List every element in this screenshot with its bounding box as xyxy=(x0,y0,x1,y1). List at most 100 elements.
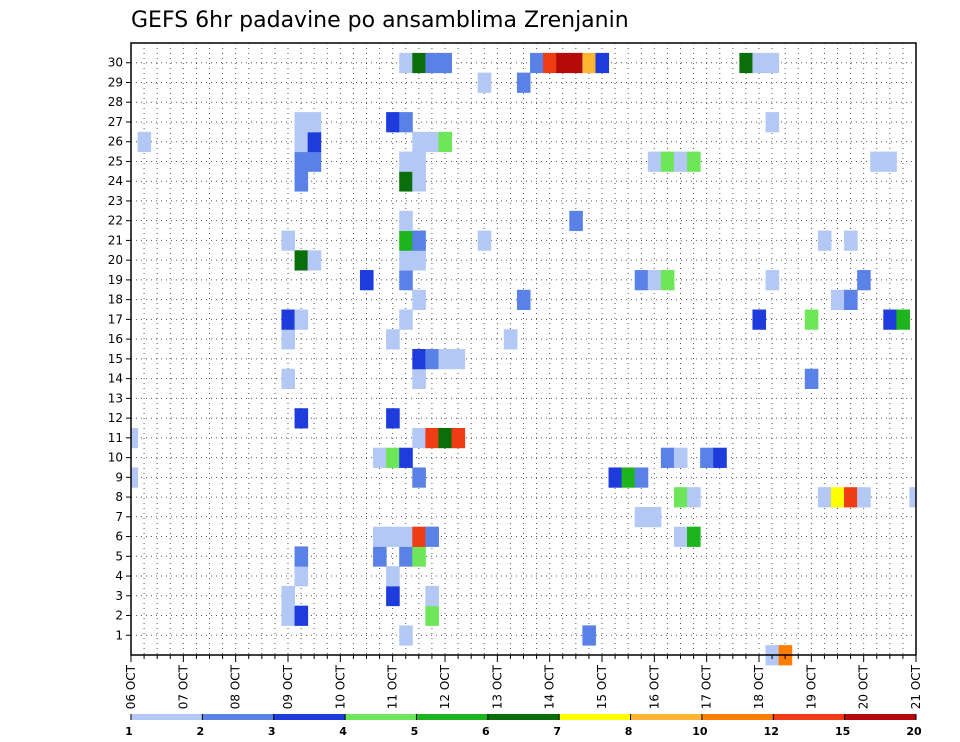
heatmap-cell xyxy=(844,487,858,508)
y-axis-ticks: 1234567891011121314151617181920212223242… xyxy=(108,56,131,642)
heatmap-cell xyxy=(883,309,897,330)
colorbar-segment xyxy=(773,714,846,720)
y-tick-label: 14 xyxy=(108,372,123,386)
x-tick-label: 13 OCT xyxy=(490,664,504,709)
y-tick-label: 27 xyxy=(108,115,123,129)
colorbar-segment xyxy=(131,714,203,720)
colorbar-segment xyxy=(416,714,489,720)
heatmap-cell xyxy=(412,171,426,192)
x-tick-label: 08 OCT xyxy=(229,664,243,709)
heatmap-cell xyxy=(425,526,439,547)
y-tick-label: 26 xyxy=(108,135,123,149)
heatmap-cell xyxy=(804,368,819,389)
colorbar-segment xyxy=(844,714,917,720)
heatmap-cell xyxy=(412,546,426,567)
heatmap-cell xyxy=(621,467,636,488)
heatmap-cell xyxy=(425,52,439,74)
heatmap-cell xyxy=(647,270,662,291)
heatmap-cell xyxy=(556,52,570,74)
y-tick-label: 22 xyxy=(108,214,123,228)
x-tick-label: 17 OCT xyxy=(700,664,714,709)
heatmap-cell xyxy=(307,250,322,271)
heatmap-cell xyxy=(543,52,557,74)
heatmap-cell xyxy=(569,210,583,232)
heatmap-cell xyxy=(804,309,819,330)
y-tick-label: 11 xyxy=(108,431,123,445)
heatmap-cell xyxy=(281,585,296,607)
x-tick-label: 14 OCT xyxy=(543,664,557,709)
heatmap-cell xyxy=(438,52,453,74)
heatmap-cell xyxy=(425,131,439,153)
heatmap-cell xyxy=(412,289,426,311)
heatmap-cell xyxy=(425,585,439,607)
heatmap-cell xyxy=(281,309,296,330)
colorbar-segment xyxy=(559,714,632,720)
heatmap-cell xyxy=(412,230,426,251)
colorbar: 1 2 3 4 5 6 7 8 10 12 15 20 xyxy=(125,714,922,738)
y-tick-label: 18 xyxy=(108,293,123,307)
colorbar-label: 1 xyxy=(125,725,133,738)
heatmap-cell xyxy=(399,112,413,133)
x-tick-label: 09 OCT xyxy=(281,664,295,709)
heatmap-cell xyxy=(131,427,139,449)
x-tick-label: 11 OCT xyxy=(386,664,400,709)
y-tick-label: 10 xyxy=(108,451,123,465)
heatmap-cell xyxy=(412,349,426,370)
heatmap-cell xyxy=(830,289,845,311)
heatmap-cell xyxy=(857,487,871,508)
colorbar-label: 8 xyxy=(625,725,633,738)
heatmap-cell xyxy=(438,349,453,370)
heatmap-cell xyxy=(399,625,413,646)
heatmap-cell xyxy=(373,546,387,567)
y-tick-label: 3 xyxy=(115,589,123,603)
heatmap-cell xyxy=(660,270,675,291)
heatmap-cell xyxy=(412,131,426,153)
heatmap-cell xyxy=(765,270,780,291)
heatmap-cell xyxy=(857,270,871,291)
colorbar-label: 6 xyxy=(482,725,490,738)
heatmap-cell xyxy=(294,151,309,172)
y-tick-label: 24 xyxy=(108,174,123,188)
heatmap-cell xyxy=(844,289,858,311)
heatmap-cell xyxy=(700,447,714,468)
heatmap-cell xyxy=(673,487,688,508)
x-tick-label: 16 OCT xyxy=(647,664,661,709)
grid-lines xyxy=(131,43,916,655)
heatmap-cell xyxy=(634,467,649,488)
heatmap-cell xyxy=(412,467,426,488)
y-tick-label: 23 xyxy=(108,194,123,208)
heatmap-cell xyxy=(399,52,413,74)
heatmap-cell xyxy=(412,52,426,74)
y-tick-label: 6 xyxy=(115,530,123,544)
heatmap-cell xyxy=(870,151,884,172)
y-tick-label: 15 xyxy=(108,352,123,366)
heatmap-cell xyxy=(673,526,688,547)
x-tick-label: 18 OCT xyxy=(752,664,766,709)
heatmap-cell xyxy=(569,52,583,74)
heatmap-cell xyxy=(503,329,518,350)
heatmap-cell xyxy=(294,131,309,153)
heatmap-cell xyxy=(294,546,309,567)
heatmap-cell xyxy=(608,467,623,488)
heatmap-cell xyxy=(844,230,858,251)
colorbar-label: 4 xyxy=(339,725,347,738)
x-axis-ticks: 06 OCT 07 OCT 08 OCT 09 OCT 10 OCT 11 OCT 12 O… xyxy=(124,655,923,709)
x-tick-label: 10 OCT xyxy=(333,664,347,709)
heatmap-cell xyxy=(425,605,439,626)
y-tick-label: 25 xyxy=(108,154,123,168)
heatmap-cell xyxy=(399,171,413,192)
x-tick-label: 07 OCT xyxy=(176,664,190,709)
heatmap-cell xyxy=(425,349,439,370)
heatmap-cell xyxy=(399,447,413,468)
heatmap-cell xyxy=(896,309,910,330)
heatmap-cell xyxy=(294,309,309,330)
heatmap-cell xyxy=(477,230,492,251)
heatmap-cell xyxy=(281,605,296,626)
heatmap-cell xyxy=(294,112,309,133)
heatmap-cell xyxy=(386,408,400,429)
heatmap-cell xyxy=(373,447,387,468)
heatmap-cell xyxy=(386,585,400,607)
heatmap-cell xyxy=(294,408,309,429)
heatmap-cell xyxy=(883,151,897,172)
x-tick-label: 19 OCT xyxy=(804,664,818,709)
